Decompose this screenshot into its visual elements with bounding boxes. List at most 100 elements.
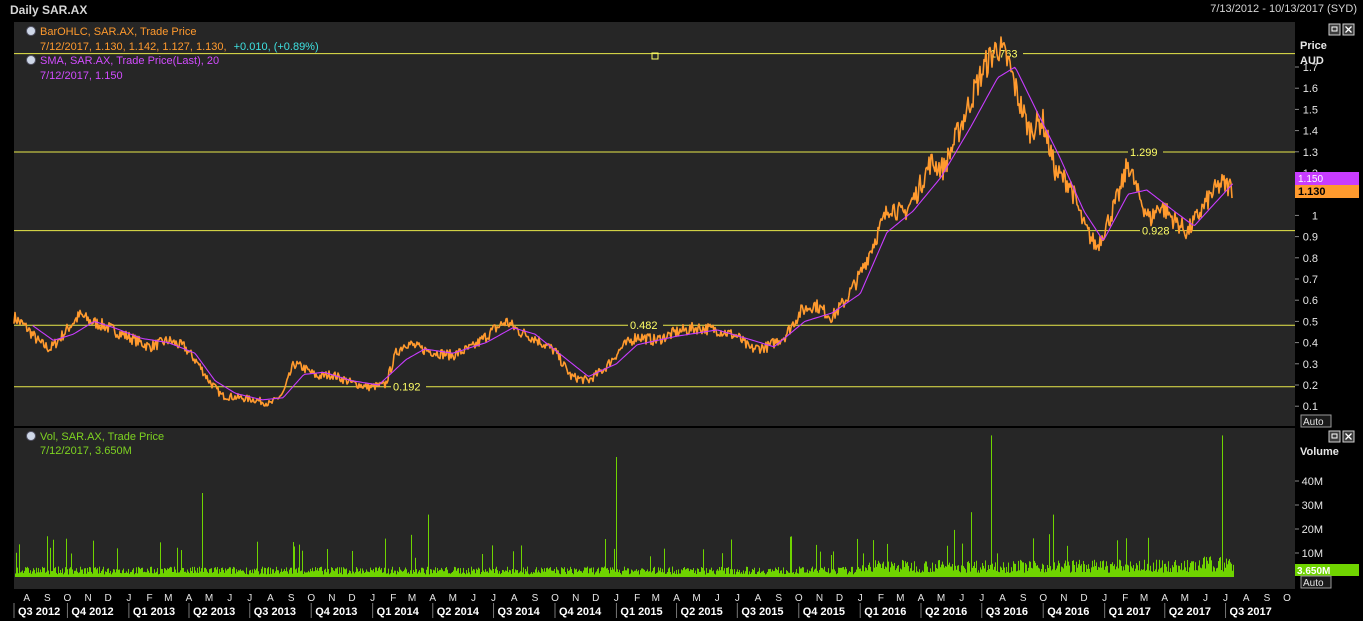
price-auto-button[interactable] bbox=[1300, 414, 1332, 428]
volume-bar bbox=[996, 570, 997, 577]
volume-bar bbox=[397, 570, 398, 577]
volume-bar bbox=[124, 573, 125, 577]
legend-clock-icon[interactable] bbox=[26, 55, 36, 65]
volume-bar bbox=[697, 568, 698, 577]
volume-bar bbox=[1090, 572, 1091, 577]
volume-bar bbox=[1025, 562, 1026, 577]
volume-bar bbox=[737, 569, 738, 577]
volume-bar bbox=[997, 553, 998, 577]
legend-clock-icon[interactable] bbox=[26, 26, 36, 36]
month-tick-label: J bbox=[735, 593, 740, 604]
volume-bar bbox=[633, 571, 634, 577]
volume-bar bbox=[1214, 567, 1215, 577]
ohlc-change: +0.010, (+0.89%) bbox=[234, 41, 319, 53]
volume-bar bbox=[494, 573, 495, 577]
volume-bar bbox=[18, 573, 19, 577]
volume-bar bbox=[747, 566, 748, 577]
volume-bar bbox=[752, 568, 753, 577]
volume-panel-maximize-button[interactable] bbox=[1328, 430, 1341, 443]
volume-bar bbox=[1167, 571, 1168, 577]
volume-bar bbox=[125, 572, 126, 577]
volume-bar bbox=[880, 564, 881, 577]
volume-bar bbox=[902, 559, 903, 577]
volume-bar bbox=[419, 570, 420, 577]
volume-bar bbox=[515, 569, 516, 577]
volume-bar bbox=[636, 569, 637, 577]
volume-bar bbox=[149, 572, 150, 577]
volume-bar bbox=[628, 568, 629, 577]
volume-bar bbox=[227, 569, 228, 577]
month-tick-label: O bbox=[64, 593, 72, 604]
volume-bar bbox=[203, 571, 204, 577]
volume-bar bbox=[809, 570, 810, 577]
volume-bar bbox=[577, 571, 578, 577]
volume-bar bbox=[291, 567, 292, 577]
quarter-tick-label: Q3 2015 bbox=[741, 606, 783, 618]
volume-bar bbox=[932, 562, 933, 577]
volume-bar bbox=[879, 562, 880, 577]
volume-bar bbox=[422, 567, 423, 577]
volume-bar bbox=[924, 563, 925, 577]
sma-legend-values: 7/12/2017, 1.150 bbox=[40, 70, 123, 82]
volume-bar bbox=[101, 570, 102, 577]
volume-bar bbox=[458, 567, 459, 577]
volume-bar bbox=[59, 572, 60, 577]
price-panel-maximize-button[interactable] bbox=[1328, 23, 1341, 36]
volume-bar bbox=[483, 570, 484, 577]
volume-bar bbox=[107, 568, 108, 577]
volume-bar bbox=[890, 567, 891, 577]
volume-bar bbox=[908, 565, 909, 577]
volume-bar bbox=[943, 564, 944, 577]
volume-bar bbox=[405, 567, 406, 577]
volume-bar bbox=[998, 571, 999, 577]
volume-bar bbox=[1027, 571, 1028, 577]
volume-bar bbox=[402, 571, 403, 577]
volume-bar bbox=[610, 567, 611, 577]
volume-bar bbox=[21, 571, 22, 577]
price-tick-label: 0.5 bbox=[1303, 316, 1318, 328]
volume-bar bbox=[204, 567, 205, 577]
volume-bar bbox=[420, 572, 421, 577]
volume-bar bbox=[537, 572, 538, 577]
volume-bar bbox=[847, 574, 848, 577]
volume-bar bbox=[797, 573, 798, 577]
volume-bar bbox=[1019, 570, 1020, 577]
volume-bar bbox=[391, 569, 392, 577]
volume-auto-button[interactable] bbox=[1300, 575, 1332, 589]
price-tick-label: 0.2 bbox=[1303, 380, 1318, 392]
quarter-tick-label: Q1 2016 bbox=[864, 606, 906, 618]
volume-bar bbox=[1061, 566, 1062, 577]
volume-bar bbox=[857, 538, 858, 577]
volume-bar bbox=[140, 569, 141, 577]
legend-clock-icon[interactable] bbox=[26, 431, 36, 441]
volume-bar bbox=[450, 573, 451, 577]
volume-bar bbox=[1068, 561, 1069, 577]
volume-bar bbox=[1229, 559, 1230, 577]
volume-bar bbox=[40, 569, 41, 577]
volume-bar bbox=[1225, 567, 1226, 577]
volume-bar bbox=[1081, 564, 1082, 577]
volume-bar bbox=[384, 567, 385, 577]
volume-bar bbox=[1125, 564, 1126, 577]
month-tick-label: J bbox=[959, 593, 964, 604]
volume-bar bbox=[132, 569, 133, 577]
volume-bar bbox=[510, 570, 511, 577]
volume-bar bbox=[1131, 566, 1132, 577]
volume-bar bbox=[330, 572, 331, 577]
volume-bar bbox=[231, 573, 232, 577]
volume-bar bbox=[290, 567, 291, 577]
volume-bar bbox=[496, 566, 497, 577]
line-anchor-handle[interactable] bbox=[651, 52, 659, 60]
volume-bar bbox=[152, 573, 153, 577]
volume-bar bbox=[432, 573, 433, 577]
volume-bar bbox=[1127, 564, 1128, 577]
volume-bar bbox=[570, 566, 571, 577]
volume-bar bbox=[326, 572, 327, 577]
volume-bar bbox=[874, 567, 875, 577]
volume-bar bbox=[650, 556, 651, 577]
volume-bar bbox=[916, 566, 917, 577]
volume-bar bbox=[167, 568, 168, 577]
volume-bar bbox=[616, 457, 617, 577]
volume-bar bbox=[478, 567, 479, 577]
